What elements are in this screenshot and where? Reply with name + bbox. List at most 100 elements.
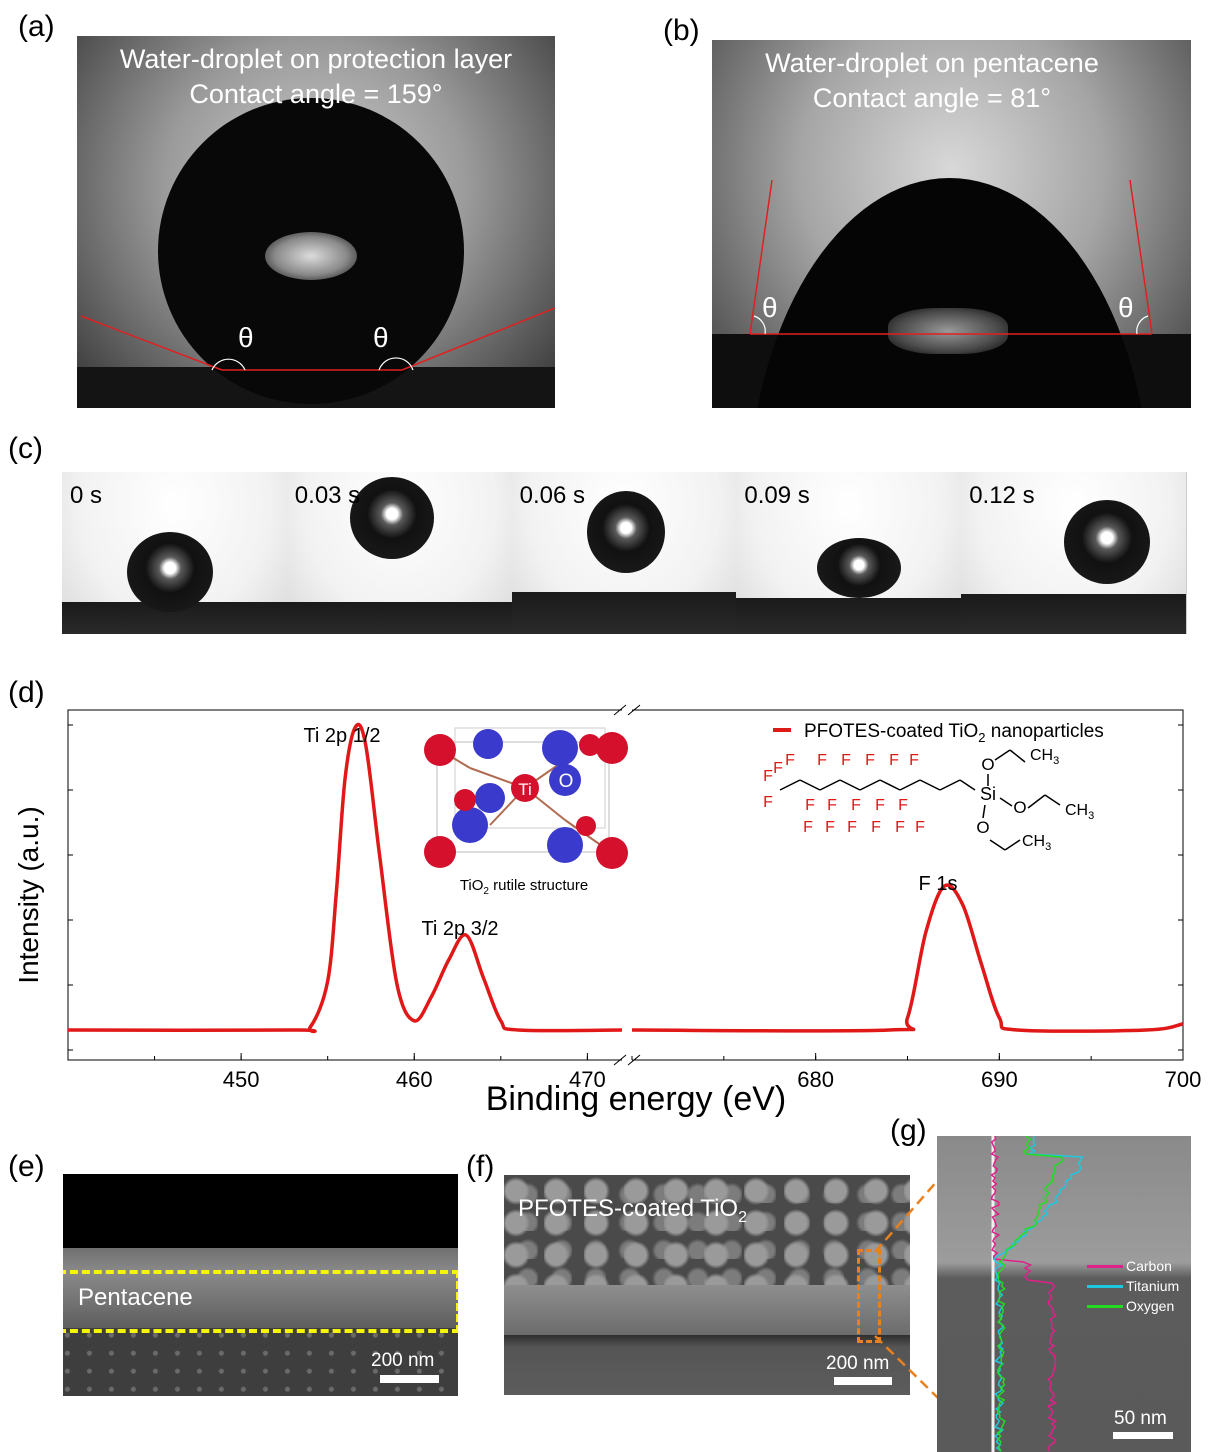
bounce-frames: 0 s 0.03 s 0.06 s 0.09 s 0.12 s: [62, 472, 1187, 634]
chain-bond: [959, 779, 976, 791]
caption-line-1: Water-droplet on pentacene: [765, 48, 1099, 78]
droplet: [817, 538, 902, 598]
substrate-layer: [504, 1335, 910, 1395]
scale-label: 200 nm: [371, 1350, 435, 1371]
panel-d-letter: (d): [8, 676, 45, 709]
substrate-layer: [63, 1328, 458, 1396]
ti-atom: [542, 730, 578, 766]
legend-entry: Titanium: [1087, 1276, 1179, 1296]
peak-label-f-1s: F 1s: [919, 873, 958, 895]
axis-frame-left: [67, 709, 622, 1061]
chain-bond: [779, 779, 801, 791]
ti-atom: [473, 729, 503, 759]
bond: [999, 797, 1013, 807]
o-atom: [424, 734, 456, 766]
scale-label: 200 nm: [826, 1353, 890, 1374]
chain-bond: [859, 779, 881, 791]
fluorine-label: F: [817, 752, 827, 769]
legend-swatch: [1087, 1264, 1123, 1268]
droplet-highlight: [265, 232, 357, 280]
legend-label: Titanium: [1126, 1278, 1180, 1294]
xps-series-ti-region: [67, 722, 623, 1034]
zoom-connector: [874, 1179, 939, 1399]
theta-right: θ: [373, 322, 389, 353]
scale-bar: [1113, 1432, 1173, 1439]
frame-time-label: 0 s: [70, 482, 103, 509]
legend-label: Oxygen: [1126, 1298, 1175, 1314]
ground: [736, 598, 962, 634]
eds-linescan: [990, 1136, 1084, 1452]
bounce-frame: 0.09 s: [736, 472, 963, 634]
bounce-frame: 0.06 s: [511, 472, 738, 634]
fluorine-label: F: [805, 797, 815, 814]
bond: [989, 839, 1006, 851]
bond: [982, 804, 986, 819]
oxygen-label: O: [976, 818, 989, 837]
fluorine-label: F: [915, 819, 925, 836]
ground: [511, 592, 737, 634]
panel-f-letter: (f): [466, 1150, 495, 1183]
x-tick-label: 460: [396, 1067, 433, 1092]
highlight-box: [63, 1270, 458, 1333]
axis-frame-right: [632, 709, 1184, 1061]
ti-atom: [475, 783, 505, 813]
fluorine-label: F: [763, 768, 773, 785]
peak-label-ti-2p-1-2: Ti 2p 1/2: [303, 725, 380, 747]
contact-angle-lines: [80, 307, 555, 371]
fluorine-label: F: [895, 819, 905, 836]
xps-series-f-region: [631, 883, 1184, 1033]
particle-layer: [504, 1175, 910, 1285]
coating-film: [504, 1285, 910, 1335]
panel-a-letter: (a): [18, 10, 55, 43]
bond: [994, 749, 1011, 761]
fluorine-label: F: [841, 752, 851, 769]
bounce-frame: 0.03 s: [286, 472, 513, 634]
x-tick-label: 470: [569, 1067, 606, 1092]
axis-break-mark: [627, 1054, 641, 1066]
coating-label: PFOTES-coated TiO2: [518, 1195, 747, 1226]
panel-c-letter: (c): [8, 432, 43, 465]
legend-swatch: [1087, 1304, 1123, 1308]
bond: [1004, 839, 1021, 851]
o-atom: [511, 774, 539, 802]
droplet: [1064, 500, 1151, 584]
theta-left: θ: [238, 322, 254, 353]
o-atom: [596, 732, 628, 764]
methyl-label: CH3: [1022, 833, 1051, 853]
ti-label: Ti: [518, 780, 532, 799]
frame-time-label: 0.09 s: [744, 482, 810, 509]
bond: [1009, 749, 1026, 763]
unit-cell-back: [454, 727, 606, 829]
ti-atom: [452, 807, 488, 843]
bond: [1027, 794, 1046, 809]
fluorine-label: F: [889, 752, 899, 769]
fluorine-label: F: [851, 797, 861, 814]
legend-swatch: [1087, 1284, 1123, 1288]
droplet: [127, 532, 213, 612]
bond: [1044, 794, 1061, 806]
droplet-reflection: [888, 308, 1008, 354]
layer-label: Pentacene: [78, 1284, 193, 1311]
x-tick-label: 450: [223, 1067, 260, 1092]
inset-caption: TiO2 rutile structure: [460, 877, 588, 897]
droplet-photo-a: Water-droplet on protection layer Contac…: [77, 36, 555, 408]
ti-atom: [549, 764, 581, 796]
fluorine-label: F: [825, 819, 835, 836]
pentacene-film: [63, 1248, 458, 1328]
axis-break-mark: [613, 704, 627, 716]
fluorine-label: F: [847, 819, 857, 836]
oxygen-label: O: [981, 755, 994, 774]
fluorine-label: F: [865, 752, 875, 769]
droplet: [586, 491, 665, 573]
theta-left: θ: [762, 292, 778, 323]
caption-line-1: Water-droplet on protection layer: [119, 44, 513, 74]
ground: [961, 594, 1186, 634]
frame-time-label: 0.06 s: [519, 482, 585, 509]
chain-bond: [899, 779, 921, 791]
fluorine-label: F: [773, 760, 783, 777]
oxygen-label: O: [1013, 798, 1026, 817]
chain-bond: [819, 779, 841, 791]
carbon-profile: [990, 1136, 1058, 1452]
y-axis-label: Intensity (a.u.): [13, 806, 44, 983]
fluorine-label: F: [898, 797, 908, 814]
